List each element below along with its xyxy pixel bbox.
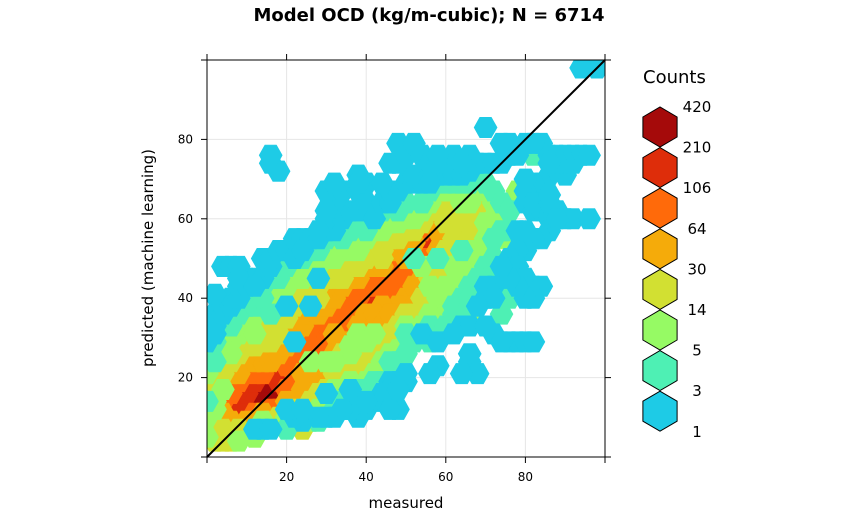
hex-cell-256 (207, 426, 219, 448)
one-to-one-line (206, 59, 606, 458)
legend-swatch-1 (642, 147, 678, 189)
legend-label-3: 64 (687, 220, 706, 238)
hex-cell-592 (290, 398, 315, 420)
hex-cell-631 (207, 283, 227, 305)
legend-label-5: 14 (687, 301, 706, 319)
x-tick-label-2: 60 (438, 470, 453, 484)
hex-cell-432 (402, 248, 426, 270)
hex-cell-627 (207, 323, 227, 345)
hex-cell-556 (489, 331, 514, 353)
hex-cell-607 (266, 160, 291, 182)
legend-label-1: 210 (683, 139, 712, 157)
hex-cell-628 (242, 275, 267, 297)
hex-cell-588 (386, 378, 410, 401)
legend-label-7: 3 (692, 382, 702, 400)
hex-cell-642 (545, 208, 570, 230)
hex-cell-589 (354, 390, 379, 412)
hex-cell-625 (370, 172, 394, 194)
hex-cell-506 (489, 132, 514, 154)
hex-cell-590 (338, 378, 363, 401)
hex-cell-630 (282, 331, 307, 353)
hex-cell-428 (394, 323, 418, 345)
hex-cell-437 (489, 303, 514, 325)
hexbin-cells (207, 60, 605, 452)
hex-cell-612 (274, 295, 299, 317)
y-tick-label-3: 80 (178, 132, 193, 146)
chart-title: Model OCD (kg/m-cubic); N = 6714 (253, 5, 604, 26)
x-axis-label: measured (369, 494, 444, 512)
hex-cell-619 (346, 172, 371, 194)
x-tick-label-1: 40 (359, 470, 374, 484)
hex-cell-629 (298, 295, 323, 317)
hex-cell-617 (513, 168, 538, 190)
legend-label-8: 1 (692, 423, 702, 441)
legend-label-2: 106 (683, 179, 712, 197)
hex-cell-626 (314, 200, 339, 222)
hex-cell-586 (441, 323, 466, 345)
hex-cell-582 (258, 418, 283, 440)
legend-swatch-7 (642, 390, 678, 432)
hex-cell-581 (242, 418, 267, 440)
axis-ticks: 20 40 60 80 20 40 60 80 (178, 54, 611, 484)
legend-swatch-0 (642, 106, 678, 148)
hex-cell-591 (314, 382, 339, 405)
y-axis-label: predicted (machine learning) (139, 149, 157, 367)
reference-line (206, 59, 606, 458)
legend: 420 210 106 64 30 14 5 3 1 (642, 98, 712, 441)
hex-cell-562 (418, 363, 442, 385)
hex-cell-527 (577, 208, 601, 230)
hex-cell-624 (418, 172, 442, 194)
hex-cell-594 (322, 172, 347, 194)
hex-cell-364 (207, 390, 219, 412)
legend-swatch-5 (642, 309, 678, 351)
hex-cell-434 (449, 240, 474, 262)
legend-label-6: 5 (692, 342, 702, 360)
y-tick-label-0: 20 (178, 371, 193, 385)
hex-cell-587 (394, 363, 418, 385)
legend-label-4: 30 (687, 260, 706, 278)
x-tick-label-3: 80 (518, 470, 533, 484)
hex-cell-363 (298, 351, 323, 373)
hex-cell-555 (521, 331, 546, 353)
hex-cell-433 (425, 248, 450, 270)
hex-cell-560 (449, 363, 474, 385)
hex-cell-637 (513, 220, 538, 242)
hex-cell-641 (537, 184, 562, 206)
y-tick-label-1: 40 (178, 291, 193, 305)
legend-label-0: 420 (683, 98, 712, 116)
legend-swatch-3 (642, 228, 678, 270)
plot-frame (206, 59, 606, 458)
hex-cell-609 (473, 117, 498, 138)
y-tick-label-2: 60 (178, 212, 193, 226)
hex-cell-348 (418, 275, 442, 297)
hex-cell-542 (489, 255, 514, 278)
legend-swatch-6 (642, 350, 678, 392)
x-tick-label-0: 20 (279, 470, 294, 484)
hex-cell-613 (306, 267, 331, 289)
legend-swatch-2 (642, 187, 678, 229)
hex-cell-618 (425, 144, 450, 166)
hex-cell-358 (354, 331, 379, 353)
hex-cell-608 (258, 144, 283, 166)
hex-cell-634 (537, 152, 562, 174)
hex-cell-623 (290, 240, 315, 262)
hex-cell-341 (211, 378, 235, 401)
hex-cell-621 (449, 152, 474, 174)
hex-cell-635 (577, 144, 601, 166)
hex-cell-583 (274, 398, 299, 420)
legend-title: Counts (643, 67, 706, 88)
legend-swatch-4 (642, 268, 678, 310)
